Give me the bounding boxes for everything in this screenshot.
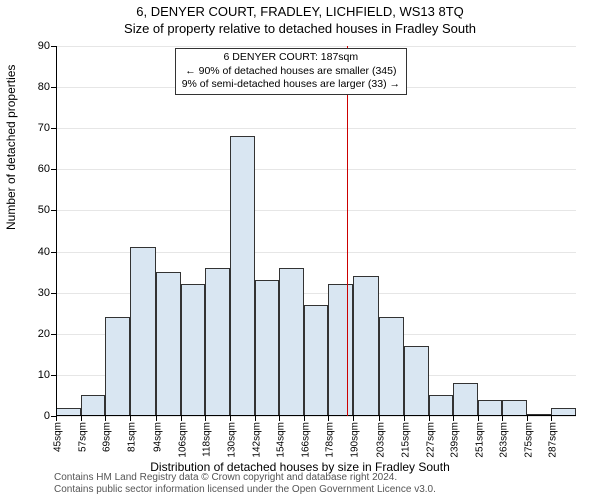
x-tick-mark [230, 416, 231, 421]
annotation-line: 6 DENYER COURT: 187sqm [182, 51, 400, 65]
x-tick-label: 215sqm [397, 422, 412, 458]
histogram-bar [181, 284, 206, 416]
histogram-bar [105, 317, 130, 416]
x-tick-label: 275sqm [519, 422, 534, 458]
histogram-bar [279, 268, 304, 416]
chart-container: 6, DENYER COURT, FRADLEY, LICHFIELD, WS1… [0, 0, 600, 500]
x-tick-label: 118sqm [198, 422, 213, 457]
footer-line-2: Contains public sector information licen… [54, 484, 436, 496]
gridline-h [56, 210, 576, 211]
x-tick-mark [81, 416, 82, 421]
x-tick-mark [502, 416, 503, 421]
x-tick-label: 154sqm [272, 422, 287, 458]
plot-area: 010203040506070809045sqm57sqm69sqm81sqm9… [56, 46, 576, 416]
x-tick-label: 81sqm [122, 422, 137, 452]
histogram-bar [478, 400, 503, 416]
attribution-footer: Contains HM Land Registry data © Crown c… [54, 472, 436, 496]
x-tick-mark [279, 416, 280, 421]
y-axis-line [56, 46, 57, 416]
x-tick-label: 239sqm [446, 422, 461, 458]
histogram-bar [453, 383, 478, 416]
x-tick-label: 45sqm [49, 422, 64, 452]
histogram-bar [304, 305, 329, 416]
gridline-h [56, 128, 576, 129]
histogram-bar [379, 317, 404, 416]
titles: 6, DENYER COURT, FRADLEY, LICHFIELD, WS1… [0, 0, 600, 36]
x-tick-mark [429, 416, 430, 421]
x-tick-label: 287sqm [544, 422, 559, 458]
x-tick-label: 94sqm [149, 422, 164, 452]
x-tick-label: 203sqm [372, 422, 387, 458]
x-tick-mark [56, 416, 57, 421]
histogram-bar [81, 395, 106, 416]
x-tick-mark [156, 416, 157, 421]
x-tick-label: 142sqm [247, 422, 262, 458]
x-tick-label: 263sqm [495, 422, 510, 458]
x-tick-mark [130, 416, 131, 421]
annotation-line: ← 90% of detached houses are smaller (34… [182, 65, 400, 79]
histogram-bar [255, 280, 280, 416]
x-tick-mark [453, 416, 454, 421]
x-tick-mark [353, 416, 354, 421]
x-tick-mark [105, 416, 106, 421]
title-main: 6, DENYER COURT, FRADLEY, LICHFIELD, WS1… [0, 4, 600, 19]
histogram-bar [130, 247, 157, 416]
gridline-h [56, 46, 576, 47]
x-tick-label: 190sqm [345, 422, 360, 458]
gridline-h [56, 416, 576, 417]
x-tick-mark [255, 416, 256, 421]
histogram-bar [205, 268, 230, 416]
reference-line [347, 46, 348, 416]
x-tick-mark [527, 416, 528, 421]
x-tick-label: 227sqm [421, 422, 436, 458]
x-tick-label: 106sqm [173, 422, 188, 458]
histogram-bar [502, 400, 527, 416]
x-tick-label: 166sqm [296, 422, 311, 458]
histogram-bar [353, 276, 380, 416]
x-tick-label: 251sqm [470, 422, 485, 458]
x-tick-mark [205, 416, 206, 421]
y-axis-label: Number of detached properties [4, 65, 18, 230]
x-tick-label: 178sqm [321, 422, 336, 458]
histogram-bar [230, 136, 255, 416]
x-tick-label: 57sqm [73, 422, 88, 452]
x-tick-mark [478, 416, 479, 421]
title-sub: Size of property relative to detached ho… [0, 21, 600, 36]
x-tick-mark [404, 416, 405, 421]
x-tick-mark [551, 416, 552, 421]
histogram-bar [429, 395, 454, 416]
x-tick-mark [328, 416, 329, 421]
histogram-bar [156, 272, 181, 416]
annotation-box: 6 DENYER COURT: 187sqm← 90% of detached … [175, 48, 407, 95]
histogram-bar [404, 346, 429, 416]
x-tick-label: 69sqm [98, 422, 113, 452]
x-axis-line [56, 415, 576, 416]
histogram-bar [328, 284, 353, 416]
gridline-h [56, 169, 576, 170]
x-tick-mark [304, 416, 305, 421]
x-tick-label: 130sqm [223, 422, 238, 458]
footer-line-1: Contains HM Land Registry data © Crown c… [54, 472, 436, 484]
x-tick-mark [379, 416, 380, 421]
annotation-line: 9% of semi-detached houses are larger (3… [182, 78, 400, 92]
x-tick-mark [181, 416, 182, 421]
